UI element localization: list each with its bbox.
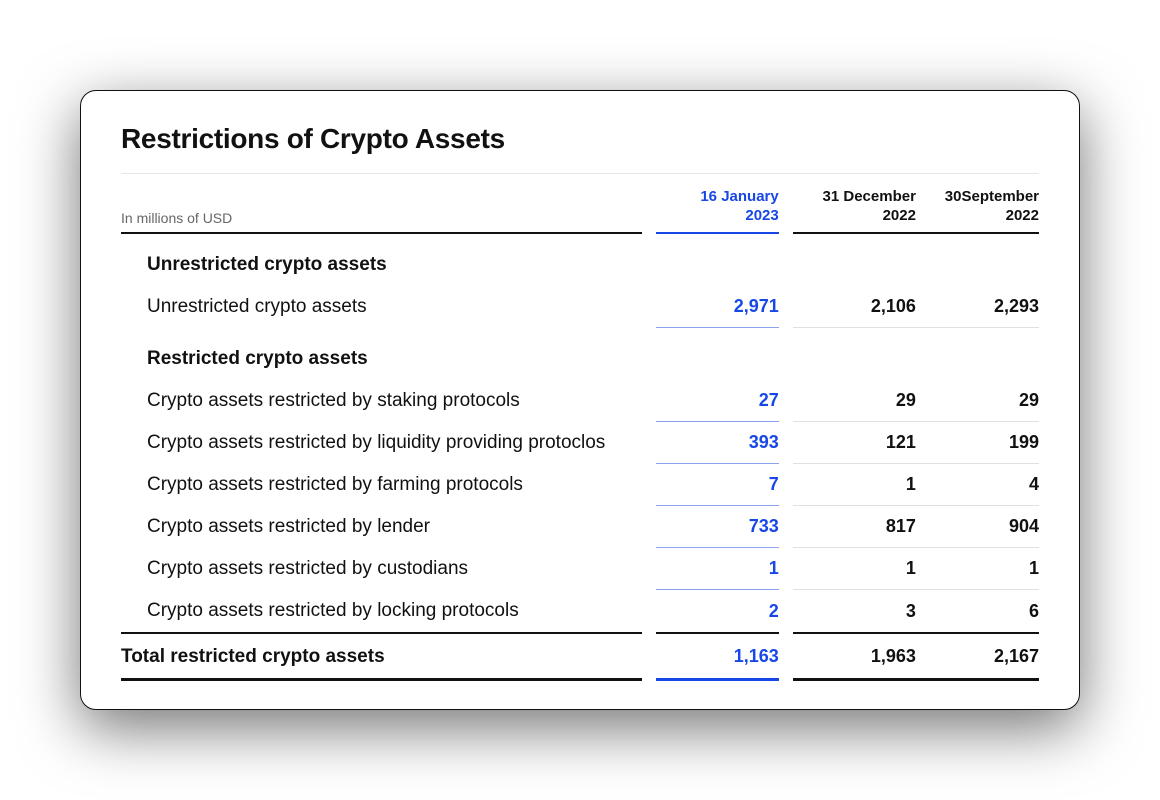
row-value: 2,293 [916,286,1039,328]
row-value: 6 [916,590,1039,633]
table-row: Crypto assets restricted by lender 733 8… [121,506,1039,548]
row-value: 4 [916,464,1039,506]
row-value: 1 [793,548,916,590]
crypto-restrictions-table: In millions of USD 16 January 2023 31 De… [121,174,1039,681]
row-value: 29 [793,380,916,422]
table-row: Crypto assets restricted by farming prot… [121,464,1039,506]
row-value-primary: 393 [656,422,779,464]
row-value: 121 [793,422,916,464]
row-value: 3 [793,590,916,633]
col-date-2-line2: 2022 [1006,207,1039,224]
table-row: Crypto assets restricted by staking prot… [121,380,1039,422]
row-value: 904 [916,506,1039,548]
row-label: Unrestricted crypto assets [121,286,642,328]
table-row: Unrestricted crypto assets 2,971 2,106 2… [121,286,1039,328]
table-header-row: In millions of USD 16 January 2023 31 De… [121,174,1039,233]
col-date-0-line2: 2023 [745,207,778,224]
row-value: 1 [916,548,1039,590]
row-value-primary: 2 [656,590,779,633]
row-value-primary: 733 [656,506,779,548]
section-heading-1: Restricted crypto assets [121,328,1039,380]
row-label: Crypto assets restricted by custodians [121,548,642,590]
row-label: Crypto assets restricted by liquidity pr… [121,422,642,464]
col-date-1-line1: 31 December [823,188,916,205]
section-heading-0: Unrestricted crypto assets [121,233,1039,286]
total-value: 2,167 [916,633,1039,680]
row-label: Crypto assets restricted by farming prot… [121,464,642,506]
row-value-primary: 27 [656,380,779,422]
total-label: Total restricted crypto assets [121,633,642,680]
row-value-primary: 7 [656,464,779,506]
row-label: Crypto assets restricted by lender [121,506,642,548]
row-label: Crypto assets restricted by staking prot… [121,380,642,422]
total-value: 1,963 [793,633,916,680]
section-heading-0-label: Unrestricted crypto assets [121,233,642,286]
total-value-primary: 1,163 [656,633,779,680]
row-value: 29 [916,380,1039,422]
col-date-0: 16 January 2023 [656,174,779,233]
report-card: Restrictions of Crypto Assets In million… [80,90,1080,710]
table-row: Crypto assets restricted by locking prot… [121,590,1039,633]
col-date-0-line1: 16 January [700,188,778,205]
row-label: Crypto assets restricted by locking prot… [121,590,642,633]
total-row: Total restricted crypto assets 1,163 1,9… [121,633,1039,680]
row-value: 817 [793,506,916,548]
unit-label: In millions of USD [121,174,642,233]
page-title: Restrictions of Crypto Assets [121,123,1039,155]
col-date-2: 30September 2022 [916,174,1039,233]
row-value-primary: 1 [656,548,779,590]
table-row: Crypto assets restricted by liquidity pr… [121,422,1039,464]
row-value-primary: 2,971 [656,286,779,328]
row-value: 2,106 [793,286,916,328]
section-heading-1-label: Restricted crypto assets [121,328,642,380]
col-date-1: 31 December 2022 [793,174,916,233]
row-value: 199 [916,422,1039,464]
col-date-2-line1: 30September [945,188,1039,205]
row-value: 1 [793,464,916,506]
col-date-1-line2: 2022 [883,207,916,224]
table-row: Crypto assets restricted by custodians 1… [121,548,1039,590]
